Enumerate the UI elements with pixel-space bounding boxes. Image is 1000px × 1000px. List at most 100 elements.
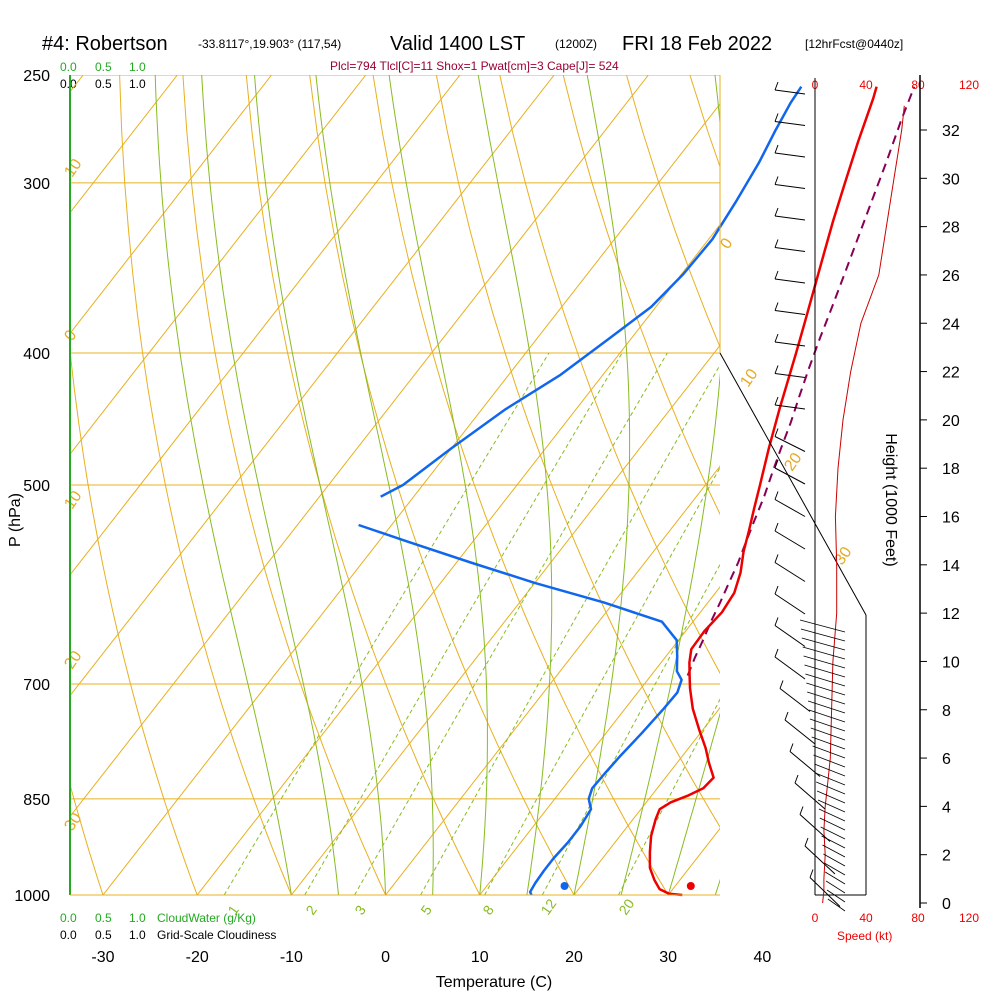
wind-barb-low: [799, 619, 846, 633]
surface-temperature-dot: [686, 882, 695, 890]
pressure-tick-label: 1000: [14, 888, 50, 905]
title-valid: Valid 1400 LST: [390, 33, 525, 55]
isotherm-line: [70, 75, 649, 818]
wind-barb-flag: [774, 270, 779, 280]
wind-barb: [774, 278, 806, 284]
wind-barb-low: [820, 826, 846, 840]
pressure-tick-label: 500: [23, 478, 50, 495]
moist-adiabat: [388, 75, 488, 895]
mixing-ratio-line: [354, 352, 668, 895]
moist-adiabat: [620, 75, 720, 895]
x-axis-label: Temperature (C): [436, 974, 552, 991]
wind-barb-flag: [774, 396, 779, 406]
dry-adiabat: [562, 75, 720, 516]
dry-adiabat: [70, 782, 104, 895]
wind-barb-flag: [774, 113, 779, 122]
wind-barb: [774, 341, 806, 347]
wind-barb: [774, 152, 806, 158]
speed-scale-bottom-40: 40: [859, 911, 873, 925]
wind-barb-flag: [774, 144, 779, 154]
x-tick-label: -30: [91, 949, 114, 966]
mixing-ratio-line: [484, 466, 720, 895]
wind-barb-low: [815, 772, 846, 786]
cloud-scale-bottom-green-2: 1.0: [129, 911, 146, 925]
isotherm-line: [70, 75, 272, 335]
wind-barb-flag: [774, 554, 779, 563]
height-tick-label: 0: [942, 896, 951, 913]
wind-barb: [774, 404, 806, 410]
wind-barb: [774, 184, 806, 189]
cloud-scale-top-green-2: 1.0: [129, 60, 146, 74]
isotherm-line: [290, 344, 720, 895]
moist-adiabat: [201, 75, 339, 895]
grid-scale-cloudiness-label: Grid-Scale Cloudiness: [157, 928, 276, 942]
title-station: #4: Robertson: [42, 33, 168, 55]
cloud-scale-bottom-black-2: 1.0: [129, 928, 146, 942]
isotherm-line: [102, 103, 720, 895]
isotherm-line: [196, 223, 720, 895]
pressure-tick-label: 300: [23, 176, 50, 193]
wind-barb-flag: [774, 207, 779, 217]
cloud-scale-top-black-2: 1.0: [129, 77, 146, 91]
wind-barb-flag: [774, 617, 779, 626]
height-tick-label: 4: [942, 799, 951, 816]
diagram-background-lines: [70, 75, 720, 895]
wind-barb-flag: [809, 869, 814, 878]
isotherm-line: [385, 465, 720, 895]
isotherm-line: [70, 75, 555, 697]
surface-dewpoint-dot: [560, 882, 569, 890]
speed-scale-top-80: 80: [911, 78, 925, 92]
title-coords: -33.8117°,19.903° (117,54): [198, 37, 341, 51]
y-axis-label: P (hPa): [7, 493, 24, 547]
wind-barb-low: [809, 718, 846, 732]
moist-adiabat: [315, 75, 434, 895]
wind-barb-low: [822, 844, 846, 858]
wind-barb-flag: [774, 365, 779, 374]
wind-barb-low: [814, 763, 846, 777]
wind-barb-flag: [774, 302, 779, 311]
moist-adiabat: [667, 712, 720, 895]
wind-barb: [774, 467, 806, 485]
dry-adiabat: [435, 75, 720, 828]
wind-barb-low: [807, 691, 846, 705]
wind-barb-low: [805, 673, 846, 687]
wind-barb-flag: [784, 711, 789, 721]
speed-scale-bottom-80: 80: [911, 911, 925, 925]
moist-adiabat: [477, 75, 553, 895]
stability-indices: Plcl=794 Tlcl[C]=11 Shox=1 Pwat[cm]=3 Ca…: [330, 59, 619, 73]
mixing-ratio-line: [618, 698, 720, 895]
wind-barb-low: [826, 889, 846, 903]
speed-scale-bottom-0: 0: [812, 911, 819, 925]
speed-axis-label: Speed (kt): [837, 929, 892, 943]
height-tick-label: 2: [942, 848, 951, 865]
wind-barb: [784, 719, 816, 745]
wind-barb: [774, 530, 806, 550]
height-tick-label: 26: [942, 268, 960, 285]
cloud-scale-top-black-0: 0.0: [60, 77, 77, 91]
wind-barb: [774, 499, 806, 517]
wind-barb-flag: [774, 333, 779, 343]
x-tick-label: 30: [659, 949, 677, 966]
cloud-scale-top-green-1: 0.5: [95, 60, 112, 74]
wind-panel: [719, 78, 905, 912]
wind-barb-low: [800, 628, 846, 642]
wind-barb: [794, 782, 826, 810]
height-tick-label: 10: [942, 654, 960, 671]
wind-barb-low: [804, 664, 846, 678]
height-tick-label: 28: [942, 220, 960, 237]
wind-barb-flag: [774, 428, 779, 437]
wind-panel-diagonal: [719, 352, 867, 616]
wind-barb-low: [827, 898, 846, 912]
wind-barb-low: [816, 790, 846, 804]
title-date: FRI 18 Feb 2022: [622, 33, 772, 55]
parcel-trace: [686, 86, 916, 676]
dry-adiabat: [499, 75, 720, 675]
speed-scale-top-120: 120: [959, 78, 979, 92]
wind-barb-flag: [799, 806, 804, 815]
isotherm-line: [70, 75, 367, 455]
height-tick-label: 24: [942, 316, 960, 333]
wind-barb-flag: [774, 239, 779, 248]
dry-adiabat: [626, 75, 720, 349]
wind-speed-profile: [822, 105, 905, 904]
speed-scale-top-40: 40: [859, 78, 873, 92]
